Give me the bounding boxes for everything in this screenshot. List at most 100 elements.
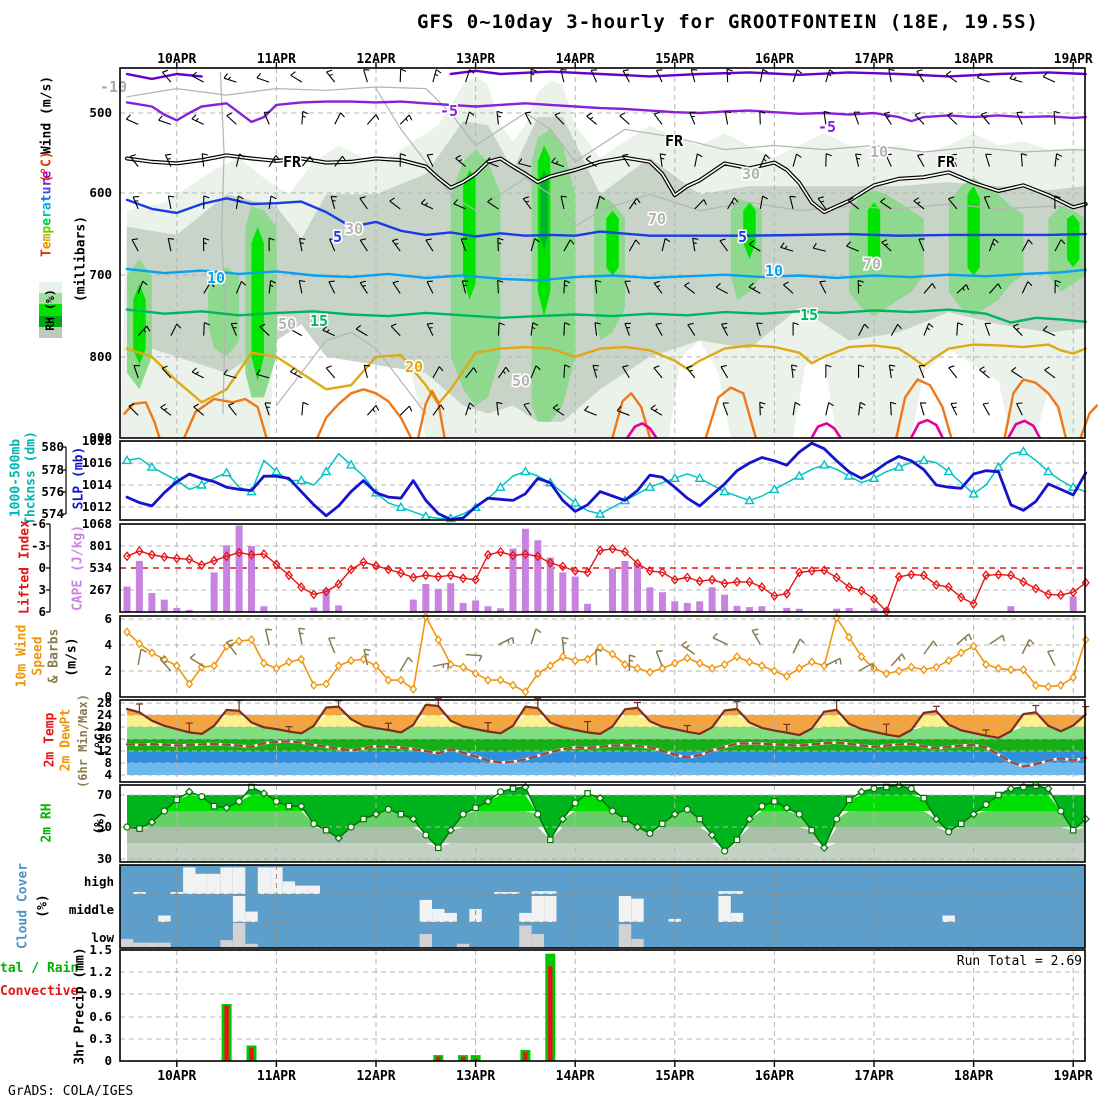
svg-text:-5: -5 (440, 102, 458, 120)
temperature-label-char: t (39, 194, 55, 203)
temperature-label-char: T (39, 249, 55, 258)
cloud-tick-label: middle (68, 902, 114, 917)
wind10-axis-label-1: 10m Wind (14, 624, 30, 688)
temperature-label-char: r (39, 178, 55, 187)
svg-text:15: 15 (800, 306, 818, 324)
svg-text:10: 10 (870, 143, 888, 161)
svg-text:30: 30 (742, 165, 760, 183)
li-tick-label: 3 (38, 582, 46, 597)
grads-credit: GrADS: COLA/IGES (8, 1084, 134, 1099)
slp-tick-label: 1018 (81, 433, 112, 448)
svg-text:FR: FR (665, 132, 684, 150)
svg-text:20: 20 (405, 358, 423, 376)
rh-legend-strip (39, 282, 62, 294)
t2m-tick-label: 12 (96, 743, 112, 758)
svg-text:50: 50 (278, 315, 296, 333)
slp-tick-label: 1016 (81, 455, 112, 470)
temperature-axis-label: Temperature (40, 171, 55, 257)
run-total: Run Total = 2.69 (956, 954, 1082, 969)
cape-tick-label: 801 (89, 538, 112, 553)
pressure-tick-label: 900 (89, 430, 112, 445)
bottom-day-label: 13APR (456, 1069, 496, 1084)
pressure-tick-label: 800 (89, 349, 112, 364)
rh2m-axis-label-1: 2m RH (39, 803, 55, 843)
pressure-tick-label: 700 (89, 267, 112, 282)
rh2m-tick-label: 50 (96, 819, 112, 834)
svg-text:FR: FR (937, 153, 956, 171)
rh2m-tick-label: 30 (96, 851, 112, 866)
wind10-panel (119, 611, 1090, 698)
bottom-day-label: 15APR (655, 1069, 695, 1084)
bottom-day-label: 18APR (954, 1069, 994, 1084)
bottom-day-label: 16APR (754, 1069, 794, 1084)
cloud-panel (119, 864, 1086, 949)
bottom-day-label: 11APR (256, 1069, 296, 1084)
page-title: GFS 0~10day 3-hourly for GROOTFONTEIN (1… (417, 11, 1039, 33)
top-day-label: 18APR (954, 52, 994, 67)
li-tick-label: -6 (30, 516, 46, 531)
slp-thickness-panel (62, 440, 1088, 523)
pressure-tick-label: 600 (89, 185, 112, 200)
top-day-label: 19APR (1053, 52, 1093, 67)
top-day-label: 12APR (356, 52, 396, 67)
millibars-axis-label: (millibars) (73, 215, 89, 303)
t2m-panel (119, 697, 1090, 783)
svg-text:10: 10 (765, 262, 783, 280)
temperature-label-char: u (39, 186, 55, 195)
precip-tick-label: 0 (104, 1053, 112, 1068)
t2m-tick-label: 20 (96, 719, 112, 734)
cape-li-panel (46, 523, 1090, 617)
li-tick-label: -3 (30, 538, 46, 553)
pressure-tick-label: 500 (89, 105, 112, 120)
thickness-tick-label: 580 (41, 439, 64, 454)
temperature-label-char: p (39, 225, 55, 234)
t2m-tick-label: 28 (96, 695, 112, 710)
svg-text:50: 50 (512, 372, 530, 390)
top-day-label: 16APR (754, 52, 794, 67)
bottom-day-label: 17APR (854, 1069, 894, 1084)
rh2m-tick-label: 70 (96, 787, 112, 802)
rh-legend-swatch (39, 282, 62, 339)
temperature-label-char: r (39, 210, 55, 218)
cloud-tick-label: high (83, 874, 114, 889)
temperature-label-char: e (39, 217, 55, 226)
cloud-tick-label: low (91, 930, 114, 945)
t2m-axis-label-1: 2m Temp (42, 712, 58, 768)
svg-text:70: 70 (863, 255, 881, 273)
svg-text:5: 5 (738, 228, 747, 246)
precip-tick-label: 1.5 (89, 942, 112, 957)
w10-tick-label: 2 (104, 663, 112, 678)
bottom-day-label: 12APR (356, 1069, 396, 1084)
precip-tick-label: 0.9 (89, 986, 112, 1001)
svg-text:15: 15 (310, 312, 328, 330)
wind-axis-label: Wind (m/s) (39, 75, 55, 155)
t2m-tick-label: 24 (96, 707, 112, 722)
t2m-tick-label: 4 (104, 767, 112, 782)
top-day-label: 14APR (555, 52, 595, 67)
temperature-label-char: a (39, 202, 55, 211)
temperature-label-char: e (39, 170, 55, 179)
cape-tick-label: 1068 (81, 516, 112, 531)
rh-legend-strip (39, 304, 62, 316)
li-tick-label: 6 (38, 604, 46, 619)
precip-legend-convective: Convective (0, 984, 79, 999)
rh-legend-strip (39, 315, 62, 327)
rh-legend-strip (39, 293, 62, 305)
thickness-tick-label: 574 (41, 506, 64, 521)
svg-text:70: 70 (648, 210, 666, 228)
thickness-tick-label: 576 (41, 484, 64, 499)
svg-text:-5: -5 (818, 118, 836, 136)
precip-legend-total: tal / Rain (0, 961, 79, 976)
svg-text:5: 5 (333, 228, 342, 246)
slp-tick-label: 1012 (81, 499, 112, 514)
t2m-tick-label: 8 (104, 755, 112, 770)
bottom-day-label: 10APR (157, 1069, 197, 1084)
precip-tick-label: 1.2 (89, 964, 112, 979)
wind10-axis-label-2: Speed (30, 636, 46, 676)
cloud-axis-label-2: (%) (35, 894, 51, 918)
w10-tick-label: 4 (104, 637, 112, 652)
svg-text:10: 10 (207, 269, 225, 287)
precip-tick-label: 0.3 (89, 1031, 112, 1046)
